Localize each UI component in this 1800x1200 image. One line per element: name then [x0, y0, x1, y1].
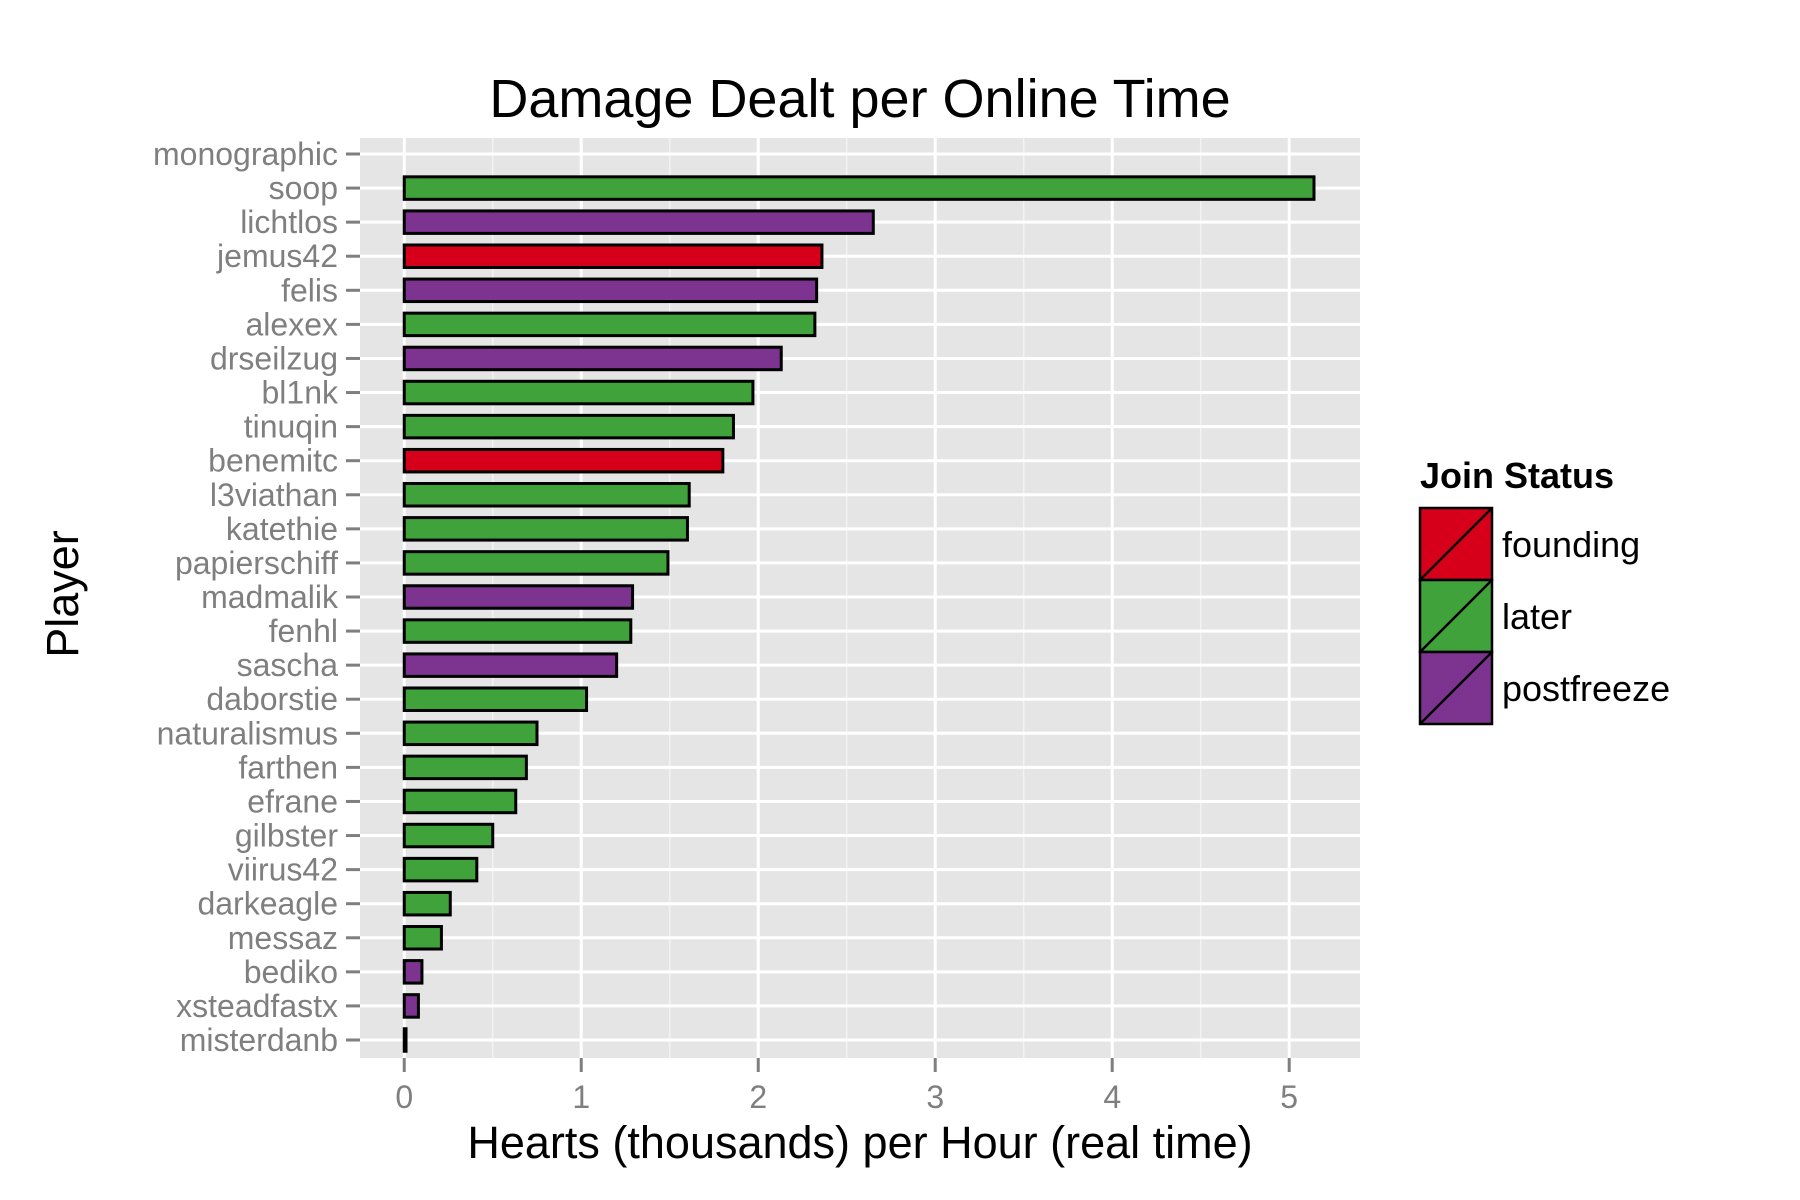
bar-alexex: [402, 311, 817, 338]
y-tick-label: felis: [281, 272, 338, 308]
y-tick-label: daborstie: [206, 681, 338, 717]
y-tick-label: madmalik: [201, 579, 339, 615]
y-tick-label: darkeagle: [197, 886, 338, 922]
y-tick-label: bl1nk: [262, 375, 340, 411]
x-tick-label: 4: [1103, 1079, 1121, 1115]
legend-keys: founding later postfreeze: [1418, 506, 1670, 726]
bar-felis: [402, 277, 819, 304]
bar-farthen: [402, 754, 528, 781]
legend-key-slash: [1419, 579, 1493, 653]
y-tick-label: alexex: [246, 306, 339, 342]
legend-key-slash: [1419, 651, 1493, 725]
chart-title: Damage Dealt per Online Time: [489, 69, 1230, 129]
bar-gilbster: [402, 822, 495, 849]
x-tick-label: 1: [572, 1079, 590, 1115]
y-tick-label: xsteadfastx: [176, 988, 338, 1024]
bar-papierschiff: [402, 550, 670, 576]
y-axis: monographicsooplichtlosjemus42felisalexe…: [153, 136, 360, 1058]
y-tick-label: messaz: [228, 920, 338, 956]
legend-label-postfreeze: postfreeze: [1502, 668, 1670, 709]
y-tick-label: l3viathan: [210, 477, 338, 513]
y-tick-label: fenhl: [269, 613, 338, 649]
y-tick-label: gilbster: [235, 818, 339, 854]
y-tick-label: farthen: [238, 749, 338, 785]
y-tick-label: drseilzug: [210, 340, 338, 376]
x-tick-label: 2: [749, 1079, 767, 1115]
bar-bediko: [402, 959, 424, 985]
y-tick-label: lichtlos: [240, 204, 338, 240]
bar-tinuqin: [402, 413, 735, 440]
bar-misterdanb: [402, 1027, 408, 1053]
legend: Join Status founding later postfreeze: [1418, 455, 1670, 726]
bar-lichtlos: [402, 209, 875, 235]
bar-viirus42: [402, 856, 479, 883]
y-tick-label: sascha: [237, 647, 339, 683]
x-axis-title: Hearts (thousands) per Hour (real time): [467, 1117, 1252, 1168]
bar-efrane: [402, 788, 518, 815]
x-tick-label: 0: [395, 1079, 413, 1115]
x-axis: 0 1 2 3 4 5: [395, 1058, 1298, 1115]
bar-naturalismus: [402, 720, 539, 747]
x-tick-label: 3: [926, 1079, 944, 1115]
x-tick-label: 5: [1280, 1079, 1298, 1115]
y-axis-title: Player: [37, 530, 88, 658]
y-tick-label: soop: [269, 170, 338, 206]
legend-title: Join Status: [1420, 455, 1614, 496]
y-tick-label: benemitc: [208, 443, 338, 479]
bar-katethie: [402, 516, 689, 542]
bar-bl1nk: [402, 379, 755, 406]
y-tick-label: naturalismus: [157, 715, 338, 751]
y-tick-label: efrane: [247, 783, 338, 819]
y-tick-label: jemus42: [216, 238, 338, 274]
y-tick-label: tinuqin: [244, 409, 338, 445]
y-tick-label: katethie: [226, 511, 338, 547]
bar-drseilzug: [402, 345, 783, 372]
bar-madmalik: [402, 584, 635, 610]
y-tick-label: papierschiff: [175, 545, 338, 581]
bar-xsteadfastx: [402, 993, 420, 1019]
legend-label-later: later: [1502, 596, 1572, 637]
bar-soop: [402, 175, 1316, 201]
y-tick-label: monographic: [153, 136, 338, 172]
bar-benemitc: [402, 447, 725, 474]
legend-key-slash: [1419, 507, 1493, 581]
bars: [402, 175, 1316, 1053]
y-tick-label: misterdanb: [180, 1022, 338, 1058]
bar-l3viathan: [402, 482, 691, 508]
bar-darkeagle: [402, 890, 452, 917]
legend-label-founding: founding: [1502, 524, 1640, 565]
bar-fenhl: [402, 618, 633, 644]
bar-jemus42: [402, 243, 824, 269]
bar-daborstie: [402, 686, 589, 712]
y-tick-label: viirus42: [228, 852, 338, 888]
bar-sascha: [402, 652, 619, 678]
bar-messaz: [402, 925, 443, 951]
y-tick-label: bediko: [244, 954, 338, 990]
